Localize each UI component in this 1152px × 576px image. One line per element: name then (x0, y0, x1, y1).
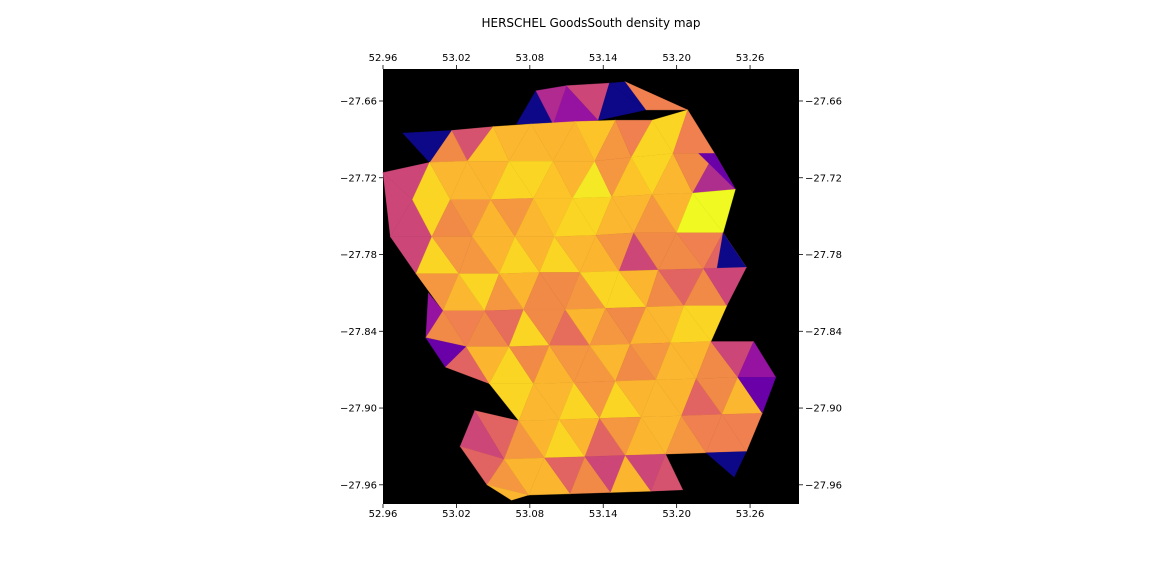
density-tile-144 (721, 412, 763, 453)
y-tick-label-right-1: −27.72 (805, 173, 842, 184)
density-tile-6 (624, 81, 688, 111)
chart-title: HERSCHEL GoodsSouth density map (481, 16, 701, 30)
y-tick-label-left-0: −27.66 (340, 96, 377, 107)
y-tick-label-left-4: −27.90 (340, 404, 377, 415)
x-tick-label-bottom-2: 53.08 (516, 509, 545, 520)
density-tile-54 (692, 188, 736, 234)
x-tick-label-bottom-3: 53.14 (589, 509, 618, 520)
x-tick-label-top-4: 53.20 (662, 53, 691, 64)
density-tile-155 (705, 451, 747, 478)
x-tick-label-bottom-5: 53.26 (736, 509, 765, 520)
density-tile-86 (703, 266, 747, 307)
y-tick-label-right-0: −27.66 (805, 96, 842, 107)
density-tile-130 (737, 376, 777, 414)
density-tile-156 (486, 484, 530, 501)
density-tiles (382, 81, 777, 501)
density-tile-2 (535, 85, 567, 125)
y-tick-label-left-1: −27.72 (340, 173, 377, 184)
x-tick-label-top-2: 53.08 (516, 53, 545, 64)
x-tick-label-bottom-0: 52.96 (369, 509, 398, 520)
density-tile-101 (683, 305, 728, 343)
y-tick-label-right-5: −27.96 (805, 480, 842, 491)
y-tick-label-right-3: −27.84 (805, 327, 842, 338)
y-tick-label-right-2: −27.78 (805, 250, 842, 261)
y-tick-label-left-3: −27.84 (340, 327, 377, 338)
y-tick-label-left-2: −27.78 (340, 250, 377, 261)
axes: 52.96 52.96 53.02 53.02 53.08 53.08 53.14 53.14… (340, 53, 842, 520)
y-tick-label-right-4: −27.90 (805, 404, 842, 415)
x-tick-label-top-1: 53.02 (442, 53, 471, 64)
x-tick-label-bottom-1: 53.02 (442, 509, 471, 520)
density-tile-154 (650, 453, 684, 492)
x-tick-label-top-0: 52.96 (369, 53, 398, 64)
density-tile-37 (697, 153, 736, 190)
x-tick-label-top-5: 53.26 (736, 53, 765, 64)
x-tick-label-top-3: 53.14 (589, 53, 618, 64)
density-tile-9 (401, 130, 453, 163)
x-tick-label-bottom-4: 53.20 (662, 509, 691, 520)
y-tick-label-left-5: −27.96 (340, 480, 377, 491)
